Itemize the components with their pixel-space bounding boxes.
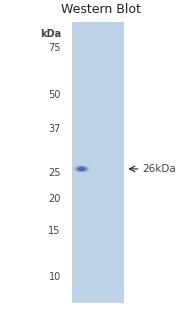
Text: 75: 75 xyxy=(48,44,61,53)
Text: 50: 50 xyxy=(48,90,61,99)
Text: 26kDa: 26kDa xyxy=(142,164,176,174)
Text: 10: 10 xyxy=(49,273,61,282)
Text: kDa: kDa xyxy=(40,29,61,39)
Text: 25: 25 xyxy=(48,168,61,178)
Bar xyxy=(72,22,124,303)
Ellipse shape xyxy=(78,167,86,171)
Text: Western Blot: Western Blot xyxy=(61,3,141,16)
Ellipse shape xyxy=(73,165,90,173)
Text: 37: 37 xyxy=(48,124,61,134)
Text: 15: 15 xyxy=(48,226,61,236)
Ellipse shape xyxy=(75,166,88,172)
Text: 20: 20 xyxy=(48,194,61,204)
